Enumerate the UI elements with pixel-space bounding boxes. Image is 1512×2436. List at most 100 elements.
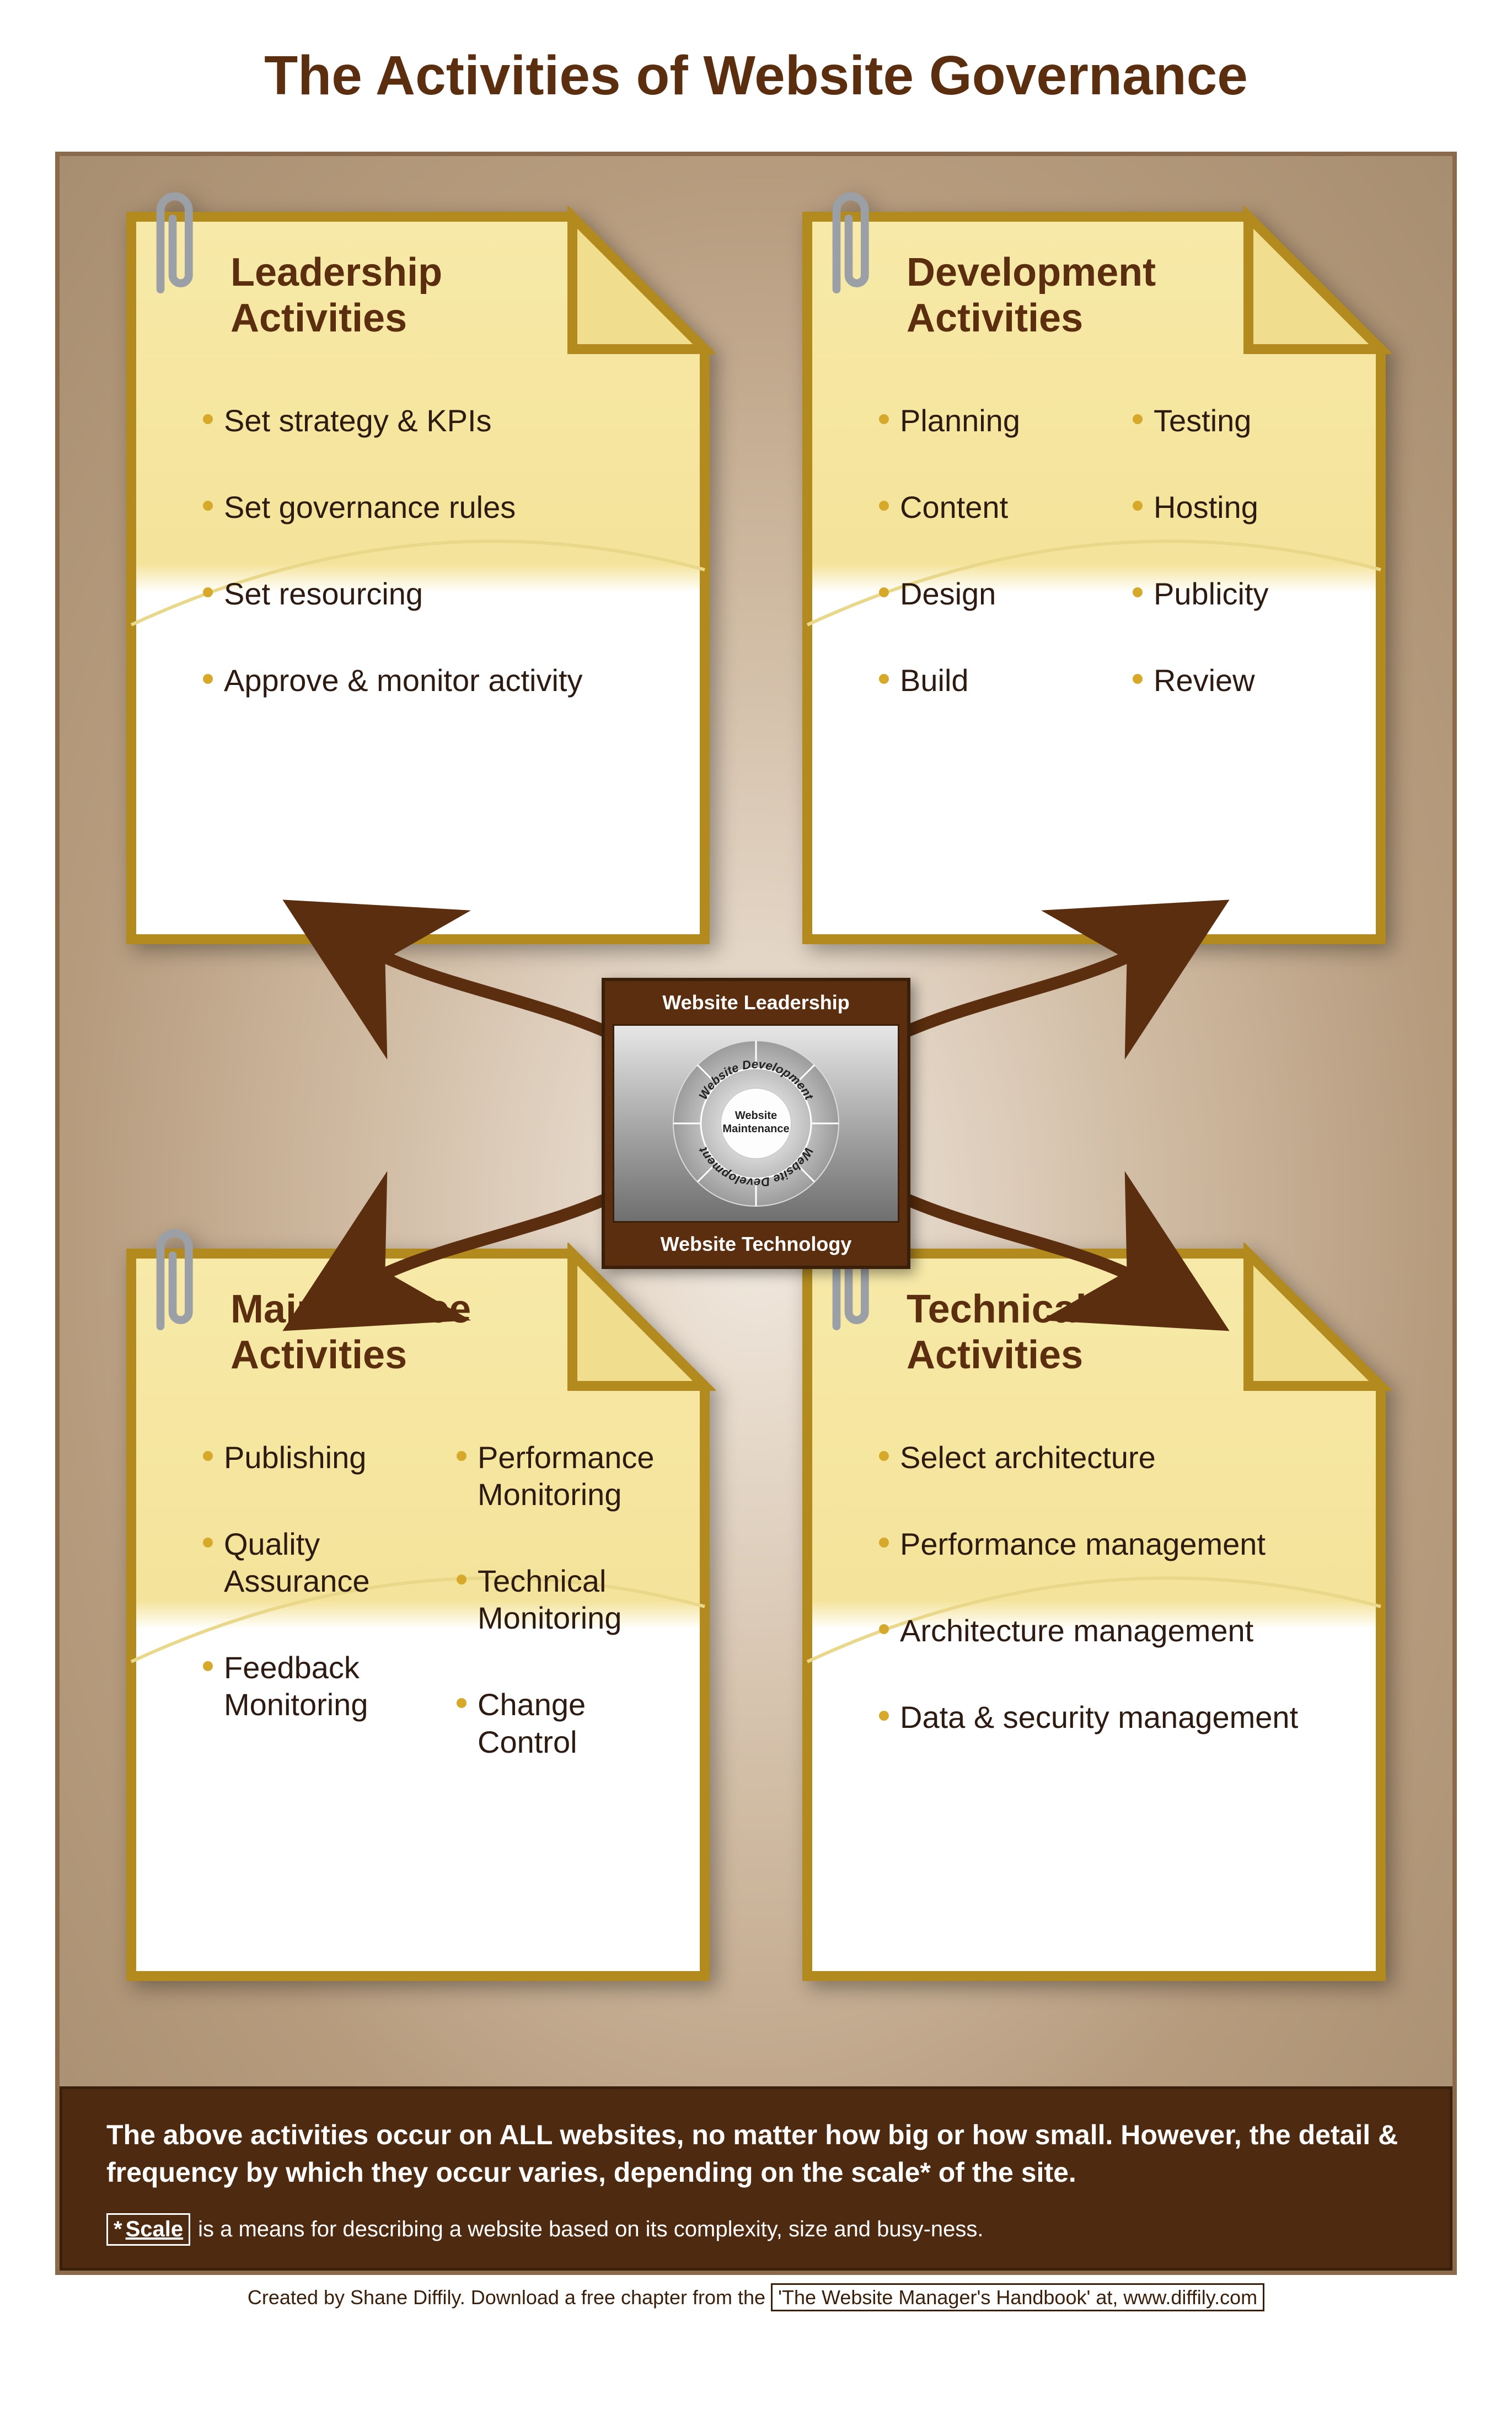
hub-wheel-icon: Website Development Website Development …	[668, 1035, 844, 1212]
list-item: Select architecture	[879, 1439, 1353, 1476]
footer-scale-box: *Scale	[106, 2213, 190, 2246]
bullet-icon	[457, 1451, 467, 1461]
bullet-icon	[457, 1575, 467, 1584]
diagram-frame: Leadership Activities Set strategy & KPI…	[55, 152, 1457, 2275]
bullet-icon	[203, 501, 213, 511]
note-title-line1: Leadership	[230, 250, 442, 295]
note-heading: Maintenance Activities	[230, 1287, 677, 1378]
note-col: Planning Content Design Build	[879, 402, 1100, 699]
list-item: Technical Monitoring	[457, 1562, 677, 1636]
list-item: Feedback Monitoring	[203, 1649, 423, 1723]
footer-note-rest: is a means for describing a website base…	[198, 2217, 983, 2242]
bullet-icon	[203, 587, 213, 597]
note-col: Performance Monitoring Technical Monitor…	[457, 1439, 677, 1760]
svg-text:Maintenance: Maintenance	[722, 1123, 789, 1135]
item-text: Approve & monitor activity	[224, 662, 582, 699]
bullet-icon	[1133, 674, 1143, 684]
bullet-icon	[203, 414, 213, 424]
list-item: Publicity	[1133, 575, 1353, 612]
item-text: Performance management	[900, 1525, 1266, 1562]
note-col: Testing Hosting Publicity Review	[1133, 402, 1353, 699]
note-title-line2: Activities	[230, 1333, 407, 1377]
note-leadership: Leadership Activities Set strategy & KPI…	[120, 206, 716, 950]
list-item: Hosting	[1133, 489, 1353, 526]
note-title-line2: Activities	[230, 296, 407, 340]
credit-box: 'The Website Manager's Handbook' at, www…	[771, 2283, 1264, 2311]
list-item: Quality Assurance	[203, 1525, 423, 1599]
item-text: Publicity	[1154, 575, 1269, 612]
note-col: Select architecture Performance manageme…	[879, 1439, 1353, 1736]
bullet-icon	[203, 1451, 213, 1461]
center-hub: Website Leadership	[602, 978, 910, 1269]
bullet-icon	[1133, 587, 1143, 597]
list-item: Performance Monitoring	[457, 1439, 677, 1513]
list-item: Set governance rules	[203, 489, 677, 526]
item-text: Architecture management	[900, 1612, 1253, 1649]
scale-word: Scale	[126, 2217, 184, 2242]
list-item: Data & security management	[879, 1699, 1353, 1736]
notes-grid: Leadership Activities Set strategy & KPI…	[104, 206, 1408, 2271]
list-item: Architecture management	[879, 1612, 1353, 1649]
list-item: Build	[879, 662, 1100, 699]
bullet-icon	[1133, 501, 1143, 511]
list-item: Content	[879, 489, 1100, 526]
note-title-line1: Maintenance	[230, 1287, 471, 1331]
hub-bottom-label: Website Technology	[605, 1223, 907, 1266]
page-root: The Activities of Website Governance	[0, 0, 1512, 2331]
list-item: Design	[879, 575, 1100, 612]
list-item: Planning	[879, 402, 1100, 439]
note-title-line1: Technical	[907, 1287, 1087, 1331]
item-text: Set resourcing	[224, 575, 423, 612]
item-text: Quality Assurance	[224, 1525, 423, 1599]
note-maintenance: Maintenance Activities Publishing Qualit…	[120, 1243, 716, 1987]
item-text: Data & security management	[900, 1699, 1298, 1736]
bullet-icon	[879, 501, 889, 511]
credit-prefix: Created by Shane Diffily. Download a fre…	[248, 2286, 771, 2309]
item-text: Review	[1154, 662, 1255, 699]
list-item: Set strategy & KPIs	[203, 402, 677, 439]
item-text: Content	[900, 489, 1008, 526]
note-col: Set strategy & KPIs Set governance rules…	[203, 402, 677, 699]
item-text: Set governance rules	[224, 489, 516, 526]
note-content: Maintenance Activities Publishing Qualit…	[120, 1243, 716, 1987]
bullet-icon	[879, 1451, 889, 1461]
bullet-icon	[457, 1698, 467, 1708]
item-text: Set strategy & KPIs	[224, 402, 492, 439]
item-text: Build	[900, 662, 969, 699]
svg-text:Website: Website	[735, 1110, 777, 1122]
bullet-icon	[879, 587, 889, 597]
item-text: Publishing	[224, 1439, 366, 1476]
list-item: Review	[1133, 662, 1353, 699]
list-item: Publishing	[203, 1439, 423, 1476]
page-title: The Activities of Website Governance	[55, 44, 1457, 108]
list-item: Set resourcing	[203, 575, 677, 612]
note-list: Select architecture Performance manageme…	[879, 1439, 1353, 1736]
item-text: Technical Monitoring	[478, 1562, 677, 1636]
credit-line: Created by Shane Diffily. Download a fre…	[55, 2286, 1457, 2309]
item-text: Feedback Monitoring	[224, 1649, 423, 1723]
note-list: Set strategy & KPIs Set governance rules…	[203, 402, 677, 699]
item-text: Testing	[1154, 402, 1251, 439]
list-item: Performance management	[879, 1525, 1353, 1562]
footer-box: The above activities occur on ALL websit…	[60, 2086, 1452, 2271]
bullet-icon	[203, 1661, 213, 1671]
note-col: Publishing Quality Assurance Feedback Mo…	[203, 1439, 423, 1760]
footer-note: *Scale is a means for describing a websi…	[106, 2213, 1406, 2246]
bullet-icon	[203, 1538, 213, 1548]
note-heading: Leadership Activities	[230, 250, 677, 341]
bullet-icon	[1133, 414, 1143, 424]
item-text: Change Control	[478, 1686, 677, 1760]
item-text: Select architecture	[900, 1439, 1156, 1476]
note-content: Technical Activities Select architecture…	[796, 1243, 1392, 1987]
bullet-icon	[879, 1624, 889, 1634]
list-item: Change Control	[457, 1686, 677, 1760]
item-text: Design	[900, 575, 996, 612]
bullet-icon	[203, 674, 213, 684]
note-title-line2: Activities	[907, 296, 1083, 340]
note-development: Development Activities Planning Content …	[796, 206, 1392, 950]
note-heading: Development Activities	[907, 250, 1353, 341]
note-list: Publishing Quality Assurance Feedback Mo…	[203, 1439, 677, 1760]
item-text: Hosting	[1154, 489, 1258, 526]
list-item: Testing	[1133, 402, 1353, 439]
bullet-icon	[879, 674, 889, 684]
